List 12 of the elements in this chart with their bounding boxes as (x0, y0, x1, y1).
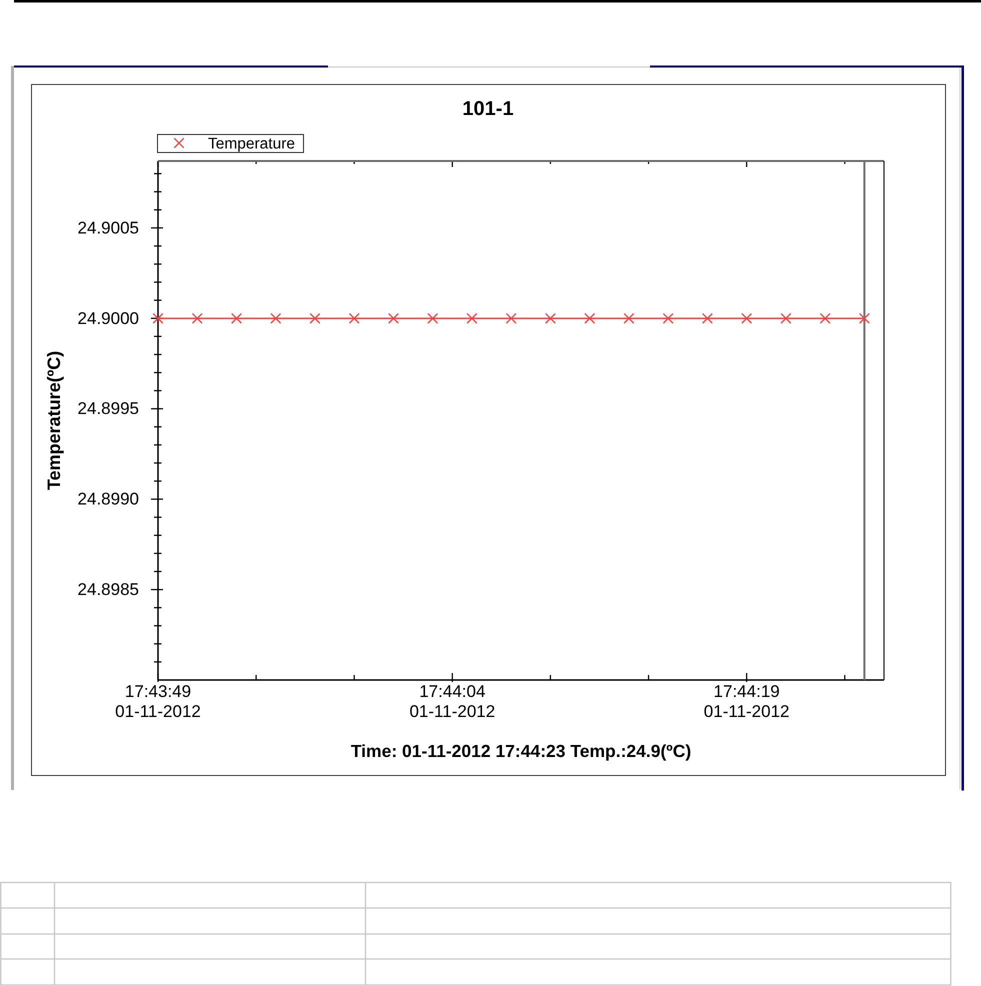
y-tick-label: 24.9000 (78, 308, 139, 328)
x-tick-label: 17:44:19 01-11-2012 (704, 682, 790, 722)
x-axis-title: Time: 01-11-2012 17:44:23 Temp.:24.9(ºC) (350, 741, 692, 761)
chart-title: 101-1 (462, 98, 514, 120)
y-axis-title: Temperature(ºC) (44, 350, 64, 490)
legend-label: Temperature (208, 136, 296, 152)
x-tick-label: 17:43:49 01-11-2012 (115, 682, 201, 722)
x-tick-label: 17:44:04 01-11-2012 (409, 682, 496, 722)
y-tick-label: 24.8995 (78, 399, 139, 418)
y-tick-label: 24.9005 (78, 218, 139, 238)
y-tick-label: 24.8990 (78, 490, 139, 509)
y-tick-label: 24.8985 (78, 580, 139, 600)
